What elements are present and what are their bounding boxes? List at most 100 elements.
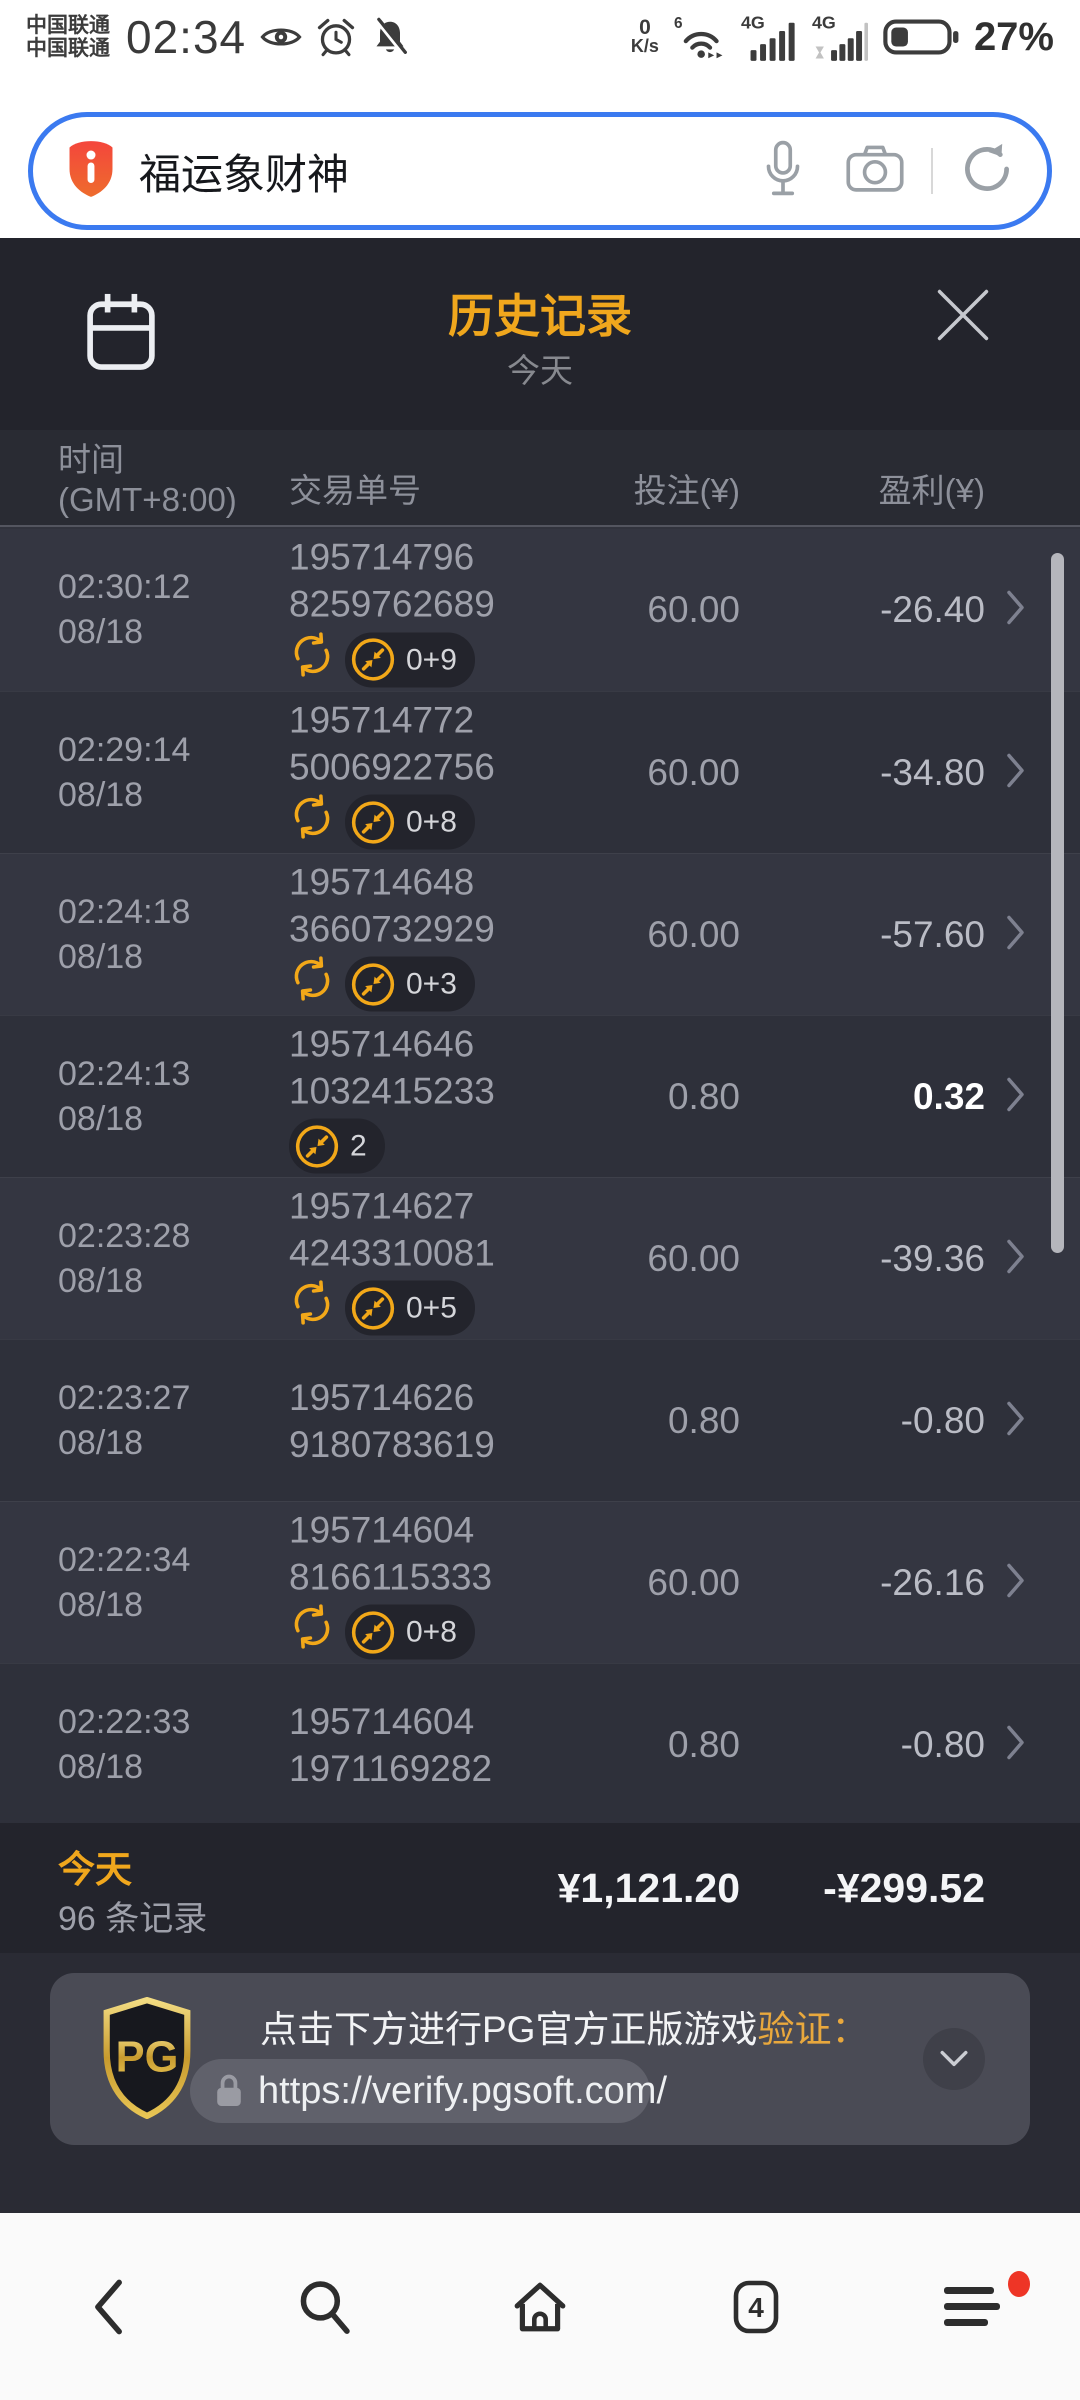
- row-badges: 0+8: [289, 1604, 492, 1661]
- row-badges: 2: [289, 1118, 495, 1174]
- table-row[interactable]: 02:23:28 08/18 195714627 4243310081 0+5 …: [0, 1177, 1080, 1339]
- nav-search-button[interactable]: [264, 2257, 384, 2357]
- status-clock: 02:34: [126, 11, 247, 63]
- carrier-labels: 中国联通 中国联通: [26, 14, 110, 60]
- feature-count: 0+3: [406, 967, 457, 1001]
- tab-count: 4: [748, 2292, 764, 2323]
- verify-highlight: 验证：: [757, 2009, 869, 2050]
- reload-icon[interactable]: [959, 141, 1015, 202]
- modal-title: 历史记录: [448, 290, 632, 342]
- chevron-right-icon[interactable]: [1006, 1399, 1026, 1442]
- feature-count: 0+9: [406, 643, 457, 676]
- table-row[interactable]: 02:23:27 08/18 195714626 9180783619 0.80…: [0, 1339, 1080, 1501]
- row-bet: 0.80: [667, 1399, 740, 1441]
- history-modal-header: 历史记录 今天: [0, 238, 1080, 430]
- chevron-right-icon[interactable]: [1006, 1723, 1026, 1766]
- feature-icon: [294, 1123, 340, 1169]
- row-time: 02:23:28 08/18: [58, 1216, 191, 1300]
- column-header-profit: 盈利(¥): [878, 472, 985, 509]
- notification-dot: [1008, 2270, 1030, 2297]
- verify-url[interactable]: https://verify.pgsoft.com/: [258, 2069, 668, 2112]
- chevron-right-icon[interactable]: [1006, 751, 1026, 794]
- table-row[interactable]: 02:22:33 08/18 195714604 1971169282 0.80…: [0, 1663, 1080, 1825]
- row-bet: 60.00: [647, 1561, 740, 1603]
- column-header-bet: 投注(¥): [633, 472, 740, 509]
- table-row[interactable]: 02:22:34 08/18 195714604 8166115333 0+8 …: [0, 1501, 1080, 1663]
- alarm-icon: [316, 17, 356, 57]
- search-query[interactable]: 福运象财神: [139, 150, 350, 198]
- network-speed: 0 K/s: [630, 16, 659, 56]
- feature-count: 0+5: [406, 1291, 457, 1325]
- row-time: 02:24:18 08/18: [58, 892, 191, 976]
- svg-text:4G: 4G: [812, 13, 836, 33]
- menu-icon: [944, 2287, 1000, 2326]
- row-profit: -0.80: [900, 1399, 985, 1441]
- wifi-icon: 6: [674, 15, 726, 59]
- table-row[interactable]: 02:29:14 08/18 195714772 5006922756 0+8 …: [0, 691, 1080, 853]
- row-badges: 0+8: [289, 794, 495, 851]
- row-profit: -34.80: [880, 751, 985, 793]
- site-security-icon[interactable]: [65, 140, 117, 203]
- row-order: 195714604 1971169282: [289, 1700, 493, 1789]
- calendar-icon[interactable]: [86, 290, 156, 377]
- feature-badge: 0+5: [345, 1280, 475, 1336]
- modal-subtitle: 今天: [507, 352, 573, 389]
- summary-bar: 今天 96 条记录 ¥1,121.20 -¥299.52: [0, 1823, 1080, 1953]
- nav-back-button[interactable]: [48, 2257, 168, 2357]
- chevron-right-icon[interactable]: [1006, 913, 1026, 956]
- feature-badge: 0+9: [345, 632, 475, 687]
- free-spin-icon: [289, 956, 335, 1013]
- row-profit: -26.40: [880, 589, 985, 630]
- feature-count: 0+8: [406, 805, 457, 839]
- feature-count: 2: [350, 1129, 367, 1163]
- close-icon[interactable]: [934, 286, 992, 349]
- row-bet: 0.80: [667, 1075, 740, 1117]
- free-spin-icon: [289, 1604, 335, 1661]
- nav-home-button[interactable]: [480, 2257, 600, 2357]
- microphone-icon[interactable]: [761, 140, 805, 203]
- feature-badge: 0+8: [345, 1604, 475, 1660]
- status-bar: 中国联通 中国联通 02:34 0 K/s 6 4G 4G: [0, 6, 1080, 68]
- feature-icon: [350, 1609, 396, 1655]
- collapse-button[interactable]: [923, 2028, 985, 2090]
- chevron-right-icon[interactable]: [1006, 1075, 1026, 1118]
- verify-banner-section: PG 点击下方进行PG官方正版游戏验证： https://verify.pgso…: [0, 1953, 1080, 2213]
- scrollbar-thumb[interactable]: [1051, 553, 1064, 1253]
- search-bar[interactable]: 福运象财神: [28, 112, 1052, 230]
- row-order: 195714646 1032415233 2: [289, 1020, 495, 1174]
- camera-icon[interactable]: [845, 144, 905, 199]
- column-header-time: 时间 (GMT+8:00): [58, 441, 237, 518]
- carrier-sim2: 中国联通: [26, 37, 110, 60]
- browser-chrome: 中国联通 中国联通 02:34 0 K/s 6 4G 4G: [0, 0, 1080, 238]
- verify-url-pill[interactable]: https://verify.pgsoft.com/: [190, 2059, 667, 2123]
- table-row[interactable]: 02:24:13 08/18 195714646 1032415233 2 0.…: [0, 1015, 1080, 1177]
- row-time: 02:22:34 08/18: [58, 1540, 191, 1624]
- nav-menu-button[interactable]: [912, 2257, 1032, 2357]
- nav-tabs-button[interactable]: 4: [696, 2257, 816, 2357]
- summary-count: 96 条记录: [58, 1900, 208, 1938]
- row-profit: -0.80: [900, 1723, 985, 1765]
- bell-off-icon: [370, 17, 410, 57]
- chevron-right-icon[interactable]: [1006, 589, 1026, 632]
- row-time: 02:22:33 08/18: [58, 1702, 191, 1786]
- row-bet: 0.80: [667, 1723, 740, 1765]
- table-row[interactable]: 02:30:12 08/18 195714796 8259762689 0+9 …: [0, 529, 1080, 691]
- history-rows: 02:30:12 08/18 195714796 8259762689 0+9 …: [0, 529, 1080, 1825]
- table-row[interactable]: 02:24:18 08/18 195714648 3660732929 0+3 …: [0, 853, 1080, 1015]
- feature-badge: 0+8: [345, 794, 475, 850]
- verify-banner-card: PG 点击下方进行PG官方正版游戏验证： https://verify.pgso…: [50, 1973, 1030, 2145]
- carrier-sim1: 中国联通: [26, 14, 110, 37]
- row-order: 195714626 9180783619: [289, 1376, 495, 1465]
- chevron-right-icon[interactable]: [1006, 1561, 1026, 1604]
- chevron-right-icon[interactable]: [1006, 1237, 1026, 1280]
- free-spin-icon: [289, 794, 335, 851]
- row-bet: 60.00: [647, 751, 740, 793]
- row-profit: 0.32: [912, 1075, 985, 1117]
- row-order: 195714648 3660732929 0+3: [289, 858, 495, 1013]
- eye-icon: [260, 22, 302, 52]
- row-bet: 60.00: [647, 1237, 740, 1279]
- pg-logo: PG: [95, 1996, 199, 2124]
- row-profit: -57.60: [880, 913, 985, 955]
- row-profit: -39.36: [880, 1237, 985, 1279]
- svg-text:4G: 4G: [741, 13, 765, 33]
